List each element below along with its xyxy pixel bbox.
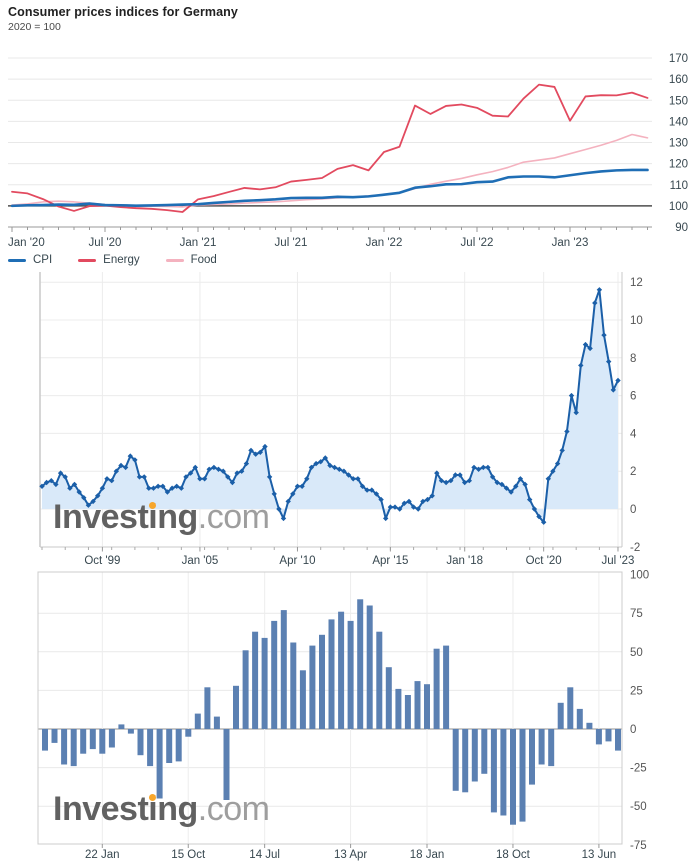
svg-text:13 Apr: 13 Apr <box>334 849 367 861</box>
svg-text:Jan '20: Jan '20 <box>8 237 45 249</box>
svg-text:-50: -50 <box>630 801 647 813</box>
investing-watermark-2: Investing.com <box>53 790 270 828</box>
svg-text:0: 0 <box>630 504 636 516</box>
inflation-chart-canvas: -2 0 2 4 6 8 10 12 Oct '99 Jan '05 Apr '10 Apr '15 J… <box>39 272 643 567</box>
watermark-i-orange-dot: i <box>148 498 158 536</box>
watermark-text: Invest <box>53 790 149 828</box>
price-indices-legend: CPI Energy Food <box>8 252 243 268</box>
svg-text:8: 8 <box>630 353 636 365</box>
svg-text:0: 0 <box>630 724 636 736</box>
legend-label-energy: Energy <box>103 254 140 266</box>
svg-text:Apr '15: Apr '15 <box>372 555 408 567</box>
svg-text:Jan '05: Jan '05 <box>182 555 219 567</box>
svg-text:120: 120 <box>669 159 688 171</box>
svg-text:Jan '21: Jan '21 <box>180 237 217 249</box>
svg-text:-2: -2 <box>630 542 640 554</box>
svg-text:Jul '22: Jul '22 <box>461 237 494 249</box>
svg-text:160: 160 <box>669 74 688 86</box>
svg-text:18 Jan: 18 Jan <box>410 849 445 861</box>
investing-watermark: Investing.com <box>53 498 270 536</box>
svg-text:-25: -25 <box>630 763 647 775</box>
svg-text:130: 130 <box>669 138 688 150</box>
watermark-suffix: .com <box>197 790 270 828</box>
svg-text:Oct '99: Oct '99 <box>84 555 120 567</box>
svg-text:140: 140 <box>669 116 688 128</box>
svg-text:-75: -75 <box>630 840 647 852</box>
svg-text:13 Jun: 13 Jun <box>582 849 617 861</box>
svg-text:Jul '20: Jul '20 <box>89 237 122 249</box>
watermark-suffix: .com <box>197 498 270 536</box>
watermark-text: ng <box>157 790 198 828</box>
svg-text:15 Oct: 15 Oct <box>171 849 206 861</box>
svg-text:Jan '22: Jan '22 <box>366 237 403 249</box>
legend-label-cpi: CPI <box>33 254 53 266</box>
svg-text:Jul '21: Jul '21 <box>275 237 308 249</box>
price-indices-chart-canvas: 90 100 110 120 130 140 150 160 170 Jan '20 Jul '20… <box>8 53 688 249</box>
svg-text:Jan '18: Jan '18 <box>446 555 483 567</box>
svg-text:75: 75 <box>630 608 643 620</box>
watermark-text: ng <box>157 498 198 536</box>
svg-text:14 Jul: 14 Jul <box>249 849 280 861</box>
svg-text:6: 6 <box>630 391 636 403</box>
svg-text:22 Jan: 22 Jan <box>85 849 120 861</box>
svg-text:25: 25 <box>630 685 643 697</box>
svg-text:110: 110 <box>670 180 688 192</box>
svg-text:90: 90 <box>675 222 688 234</box>
svg-text:50: 50 <box>630 647 643 659</box>
svg-text:Apr '10: Apr '10 <box>279 555 315 567</box>
svg-text:Jul '23: Jul '23 <box>602 555 635 567</box>
watermark-i-orange-dot: i <box>148 790 158 828</box>
legend-item-cpi: CPI <box>8 254 52 266</box>
chart-subtitle: 2020 = 100 <box>8 21 61 33</box>
svg-text:4: 4 <box>630 428 637 440</box>
cpi-swatch <box>8 258 26 262</box>
watermark-text: Invest <box>53 498 149 536</box>
svg-text:150: 150 <box>669 95 688 107</box>
svg-text:170: 170 <box>669 53 688 65</box>
chart-title: Consumer prices indices for Germany <box>8 5 238 19</box>
svg-text:100: 100 <box>669 201 688 213</box>
svg-text:100: 100 <box>630 570 649 582</box>
svg-text:12: 12 <box>630 277 643 289</box>
svg-text:Oct '20: Oct '20 <box>526 555 562 567</box>
bar-chart-canvas: 100 75 50 25 0 -25 -50 -75 22 Jan 15 Oct 14 Jul 13 … <box>37 570 649 861</box>
svg-text:18 Oct: 18 Oct <box>496 849 531 861</box>
legend-item-energy: Energy <box>78 254 140 266</box>
legend-item-food: Food <box>165 254 217 266</box>
energy-swatch <box>78 258 97 262</box>
food-swatch <box>165 258 184 262</box>
legend-label-food: Food <box>190 254 217 266</box>
svg-text:2: 2 <box>630 466 636 478</box>
svg-text:Jan '23: Jan '23 <box>552 237 589 249</box>
svg-text:10: 10 <box>630 315 643 327</box>
